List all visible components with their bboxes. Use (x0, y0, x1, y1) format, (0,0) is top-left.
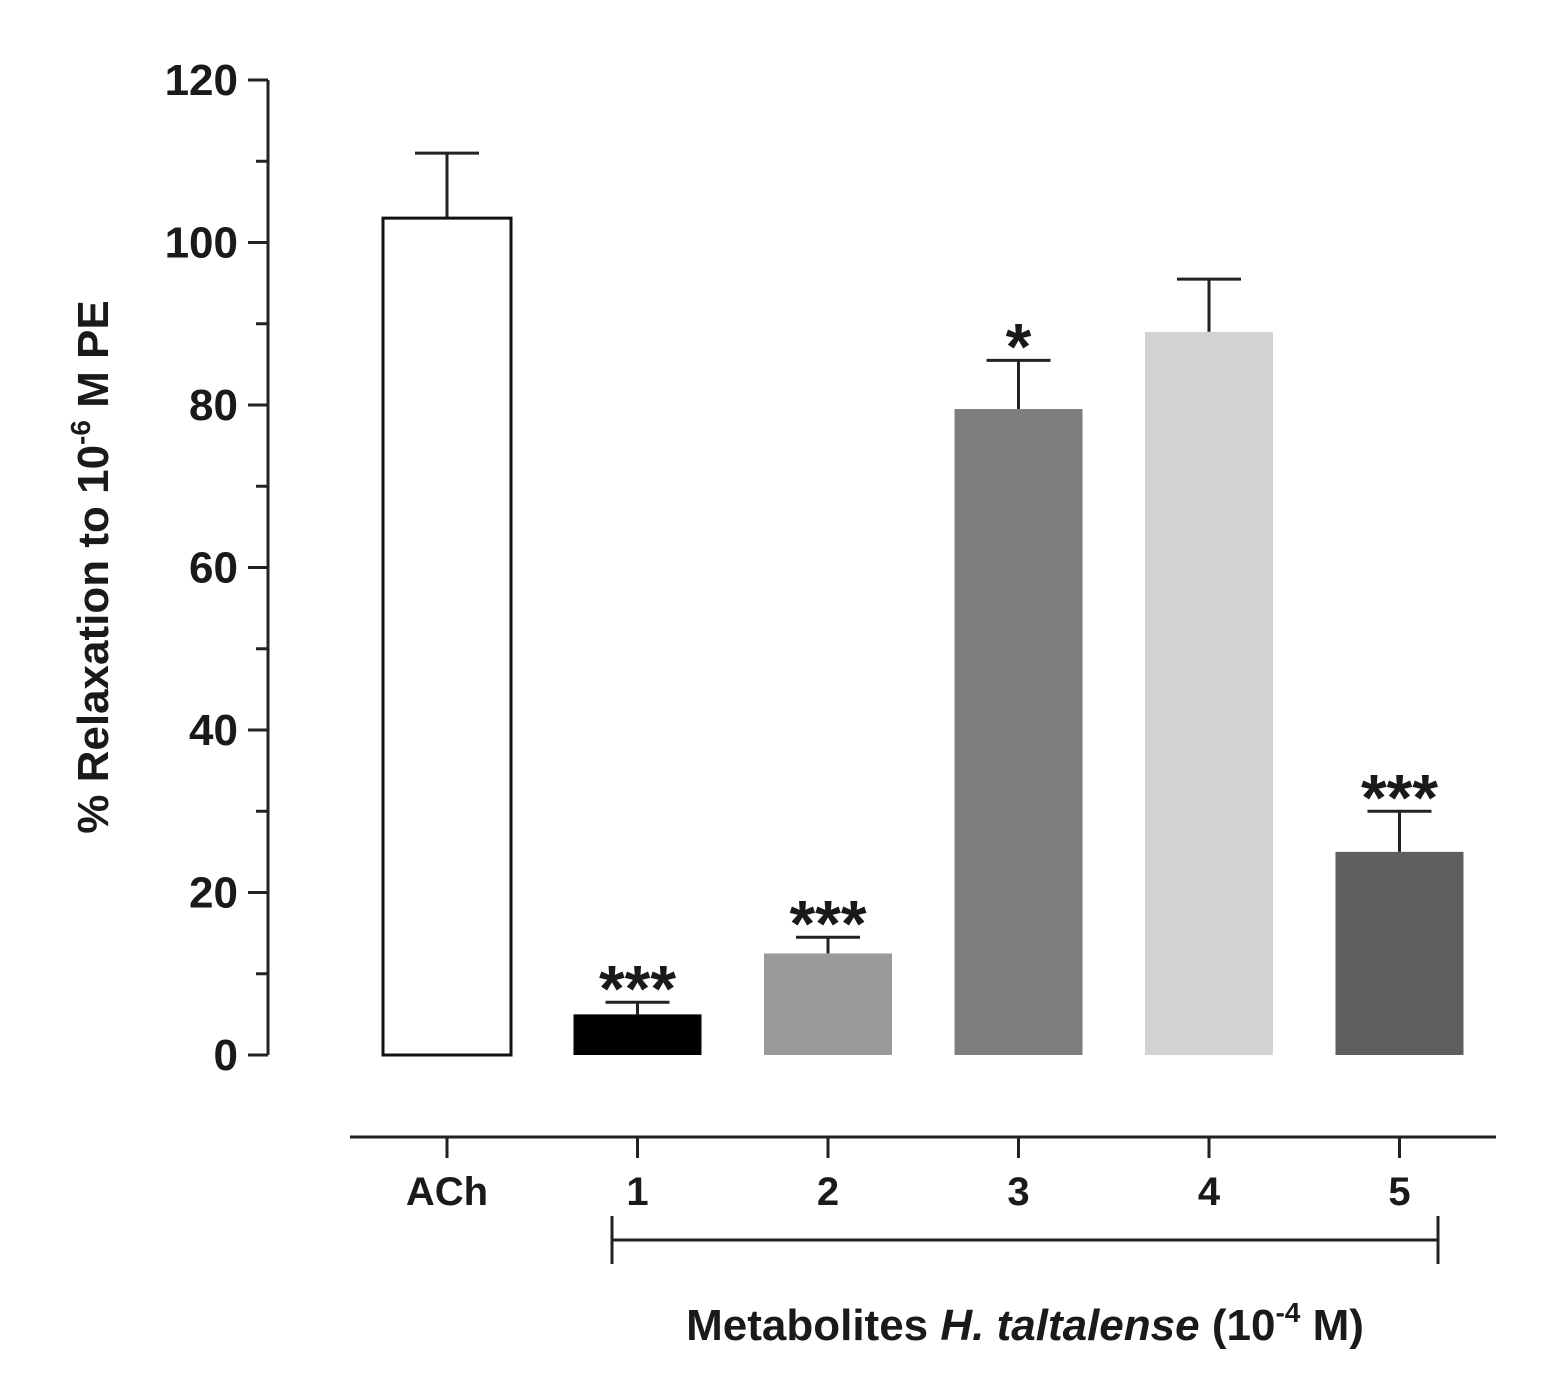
x-tick-label-4: 4 (1198, 1170, 1221, 1214)
bar-1 (573, 1014, 702, 1055)
significance-3: * (1006, 309, 1032, 383)
y-axis-ticks: 0 20 40 60 80 100 120 (165, 56, 268, 1080)
y-axis-title: % Relaxation to 10-6 M PE (65, 300, 118, 833)
y-tick-label: 80 (189, 381, 238, 430)
x-tick-label-ACh: ACh (406, 1170, 488, 1214)
x-tick-label-2: 2 (817, 1170, 839, 1214)
y-tick-label: 0 (214, 1031, 238, 1080)
x-tick-label-3: 3 (1007, 1170, 1029, 1214)
bar-ACh (381, 216, 513, 1057)
y-tick-label: 100 (165, 219, 238, 268)
significance-5: *** (1361, 760, 1438, 834)
bar-2 (764, 953, 892, 1055)
bar-4 (1145, 331, 1273, 1055)
y-tick-label: 40 (189, 706, 238, 755)
x-tick-label-1: 1 (626, 1170, 648, 1214)
significance-2: *** (789, 886, 866, 960)
bar-3 (954, 409, 1083, 1055)
x-group-title: Metabolites H. taltalense (10-4 M) (686, 1297, 1364, 1350)
x-axis-ticks: ACh 1 2 3 4 5 (406, 1137, 1411, 1214)
bars-group: ********** (381, 151, 1464, 1057)
x-tick-label-5: 5 (1388, 1170, 1410, 1214)
bar-5 (1335, 851, 1464, 1055)
y-tick-label: 20 (189, 869, 238, 918)
group-bracket (610, 1216, 1440, 1264)
y-tick-label: 60 (189, 544, 238, 593)
y-tick-label: 120 (165, 56, 238, 105)
significance-1: *** (599, 951, 676, 1025)
